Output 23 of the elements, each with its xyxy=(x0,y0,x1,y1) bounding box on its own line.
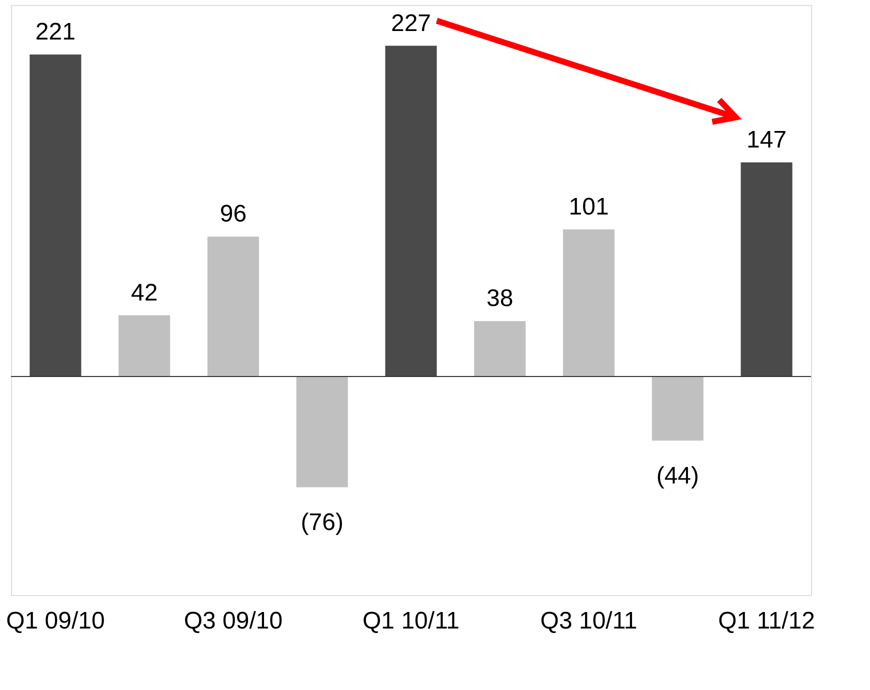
bar xyxy=(474,321,526,376)
data-label: 227 xyxy=(390,10,432,37)
bar xyxy=(652,376,704,441)
data-label: 38 xyxy=(486,285,514,312)
data-label: 101 xyxy=(568,193,609,220)
bar xyxy=(563,229,615,376)
data-label: 96 xyxy=(220,200,247,228)
bar xyxy=(385,46,437,376)
data-label: 221 xyxy=(35,18,76,46)
x-tick-label: Q3 09/10 xyxy=(184,608,283,634)
x-tick-label: Q1 10/11 xyxy=(362,608,460,634)
x-tick-label: Q1 09/10 xyxy=(6,608,105,634)
bar xyxy=(207,236,259,376)
data-label: (76) xyxy=(300,509,344,536)
bar xyxy=(296,376,348,488)
data-label: 147 xyxy=(746,126,787,154)
x-tick-label: Q3 10/11 xyxy=(540,608,638,634)
bar xyxy=(740,162,792,376)
bar xyxy=(118,315,170,376)
bar xyxy=(30,54,82,376)
data-label: (44) xyxy=(656,462,700,490)
x-tick-label: Q1 11/12 xyxy=(718,608,816,634)
data-label: 42 xyxy=(130,279,158,306)
